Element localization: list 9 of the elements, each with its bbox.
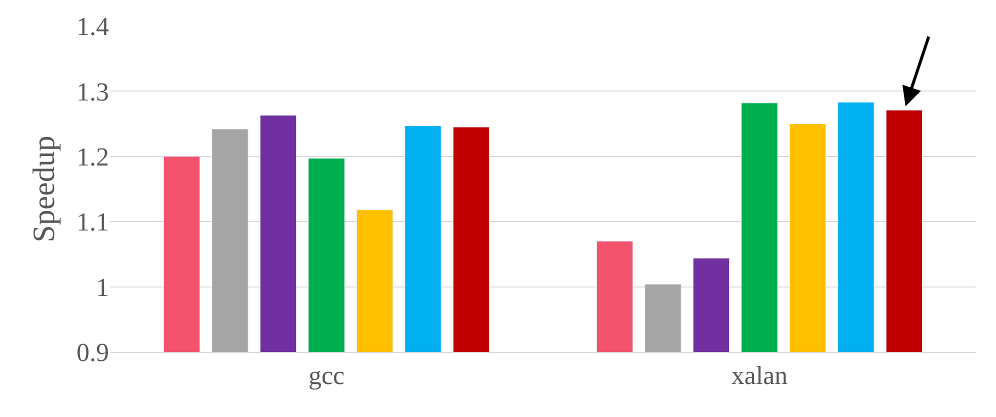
- y-tick-label: 1.3: [76, 77, 109, 106]
- y-tick-label: 1.2: [76, 142, 109, 172]
- y-axis-title: Speedup: [26, 136, 62, 242]
- y-tick-label: 1.1: [76, 208, 109, 237]
- x-tick-label: xalan: [731, 361, 788, 390]
- x-tick-label: gcc: [308, 361, 345, 390]
- y-tick-label: 0.9: [76, 338, 109, 368]
- y-tick-label: 1: [96, 272, 109, 302]
- y-tick-label: 1.4: [76, 12, 109, 42]
